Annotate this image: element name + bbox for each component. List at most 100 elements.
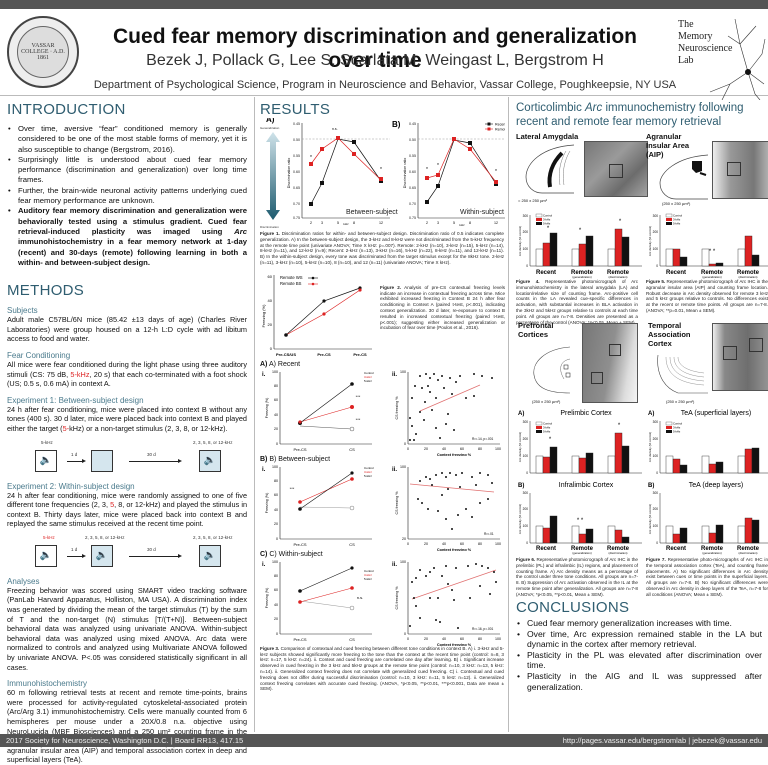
svg-text:Control: Control xyxy=(673,422,682,426)
svg-text:100: 100 xyxy=(653,247,659,251)
svg-text:R²=.01: R²=.01 xyxy=(484,532,494,536)
la-label: Lateral Amygdala xyxy=(516,132,579,141)
svg-text:20: 20 xyxy=(424,637,428,641)
svg-text:Recent: Recent xyxy=(536,270,556,276)
conclusion-bullet: Plasticity in the PL was elevated after … xyxy=(516,650,762,671)
subjects-text: Adult male C57BL/6N mice (85.42 ±13 days… xyxy=(7,315,247,344)
introduction-section: INTRODUCTION Over time, aversive “fear” … xyxy=(7,101,247,268)
figure-2-caption: Figure 2. Analysis of pre-CS contextual … xyxy=(380,284,505,331)
figure-1-caption: Figure 1. Discrimination ratios for with… xyxy=(260,231,504,265)
svg-text:Discrimination ratio: Discrimination ratio xyxy=(287,158,291,189)
svg-text:3-kHz: 3-kHz xyxy=(364,470,372,474)
svg-text:Control: Control xyxy=(364,371,374,375)
svg-text:B): B) xyxy=(392,120,401,129)
arrow-icon xyxy=(129,553,182,558)
svg-text:CS: CS xyxy=(349,637,355,642)
svg-text:Between-subject: Between-subject xyxy=(346,209,398,216)
svg-text:Prelimbic Cortex: Prelimbic Cortex xyxy=(560,410,612,417)
svg-text:300: 300 xyxy=(523,214,529,218)
intro-bullet: Surprisingly little is understood about … xyxy=(7,155,247,186)
svg-text:Pre-CS/US: Pre-CS/US xyxy=(276,352,296,357)
svg-text:5-kHz: 5-kHz xyxy=(364,577,372,581)
svg-text:Arc density (% control): Arc density (% control) xyxy=(648,504,652,534)
conclusions-heading: CONCLUSIONS xyxy=(516,599,630,616)
svg-text:B): B) xyxy=(518,483,524,489)
svg-text:Discrimination ratio: Discrimination ratio xyxy=(403,158,407,189)
svg-text:12: 12 xyxy=(494,221,498,225)
svg-text:Recent: Recent xyxy=(666,270,686,276)
figure-3: A) A) Recent i. 0 20 40 60 80 100 Freezing (%… xyxy=(260,361,504,692)
svg-text:i.: i. xyxy=(262,467,266,473)
svg-text:3-kHz: 3-kHz xyxy=(543,218,551,222)
svg-text:Context freezing %: Context freezing % xyxy=(437,643,472,646)
svg-text:*: * xyxy=(495,169,497,175)
svg-text:300: 300 xyxy=(523,420,529,424)
svg-text:CS freezing %: CS freezing % xyxy=(395,490,399,514)
svg-text:*: * xyxy=(618,423,621,429)
arrow-icon xyxy=(67,458,86,463)
svg-text:200: 200 xyxy=(523,437,529,441)
svg-text:0: 0 xyxy=(276,442,278,446)
svg-text:0: 0 xyxy=(270,346,273,351)
svg-text:60: 60 xyxy=(460,637,464,641)
svg-text:60: 60 xyxy=(268,274,273,279)
svg-text:80: 80 xyxy=(478,542,482,546)
poster-header: VASSAR COLLEGE · A.D. 1861 Cued fear mem… xyxy=(0,9,768,100)
svg-text:i.: i. xyxy=(262,562,266,568)
svg-text:3-kHz: 3-kHz xyxy=(364,573,372,577)
figure-7a-tea-superficial-chart: A) TeA (superficial layers) 0 100 200 300 A… xyxy=(648,410,768,475)
svg-text:100: 100 xyxy=(272,465,278,469)
svg-text:Remote: Remote xyxy=(701,546,724,552)
svg-text:40: 40 xyxy=(274,413,278,417)
svg-text:80: 80 xyxy=(478,637,482,641)
svg-text:5: 5 xyxy=(337,221,339,225)
svg-text:Discrimination: Discrimination xyxy=(260,225,279,229)
svg-text:Pre-CS: Pre-CS xyxy=(293,447,306,452)
svg-text:40: 40 xyxy=(268,298,273,303)
svg-text:ii.: ii. xyxy=(392,562,397,568)
svg-text:Recent: Recent xyxy=(536,546,556,552)
figure-1b-legend: Recent Remote xyxy=(485,122,505,132)
svg-text:Within-subject: Within-subject xyxy=(460,209,504,216)
figure-7b-tea-deep-chart: B) TeA (deep layers) 0 100 200 300 Arc dens… xyxy=(648,482,768,555)
svg-text:60: 60 xyxy=(460,447,464,451)
svg-text:300: 300 xyxy=(653,214,659,218)
methods-heading: METHODS xyxy=(7,282,85,300)
svg-text:0.45: 0.45 xyxy=(409,122,416,126)
la-brain-atlas-diagram xyxy=(525,144,575,194)
temporal-association-label: Temporal Association Cortex xyxy=(648,321,691,348)
svg-text:0: 0 xyxy=(404,632,406,636)
svg-text:20: 20 xyxy=(424,542,428,546)
svg-text:300: 300 xyxy=(523,491,529,495)
svg-text:0: 0 xyxy=(526,264,528,268)
svg-text:Recent: Recent xyxy=(495,123,505,127)
svg-text:0.75: 0.75 xyxy=(409,216,416,220)
svg-text:40: 40 xyxy=(442,542,446,546)
column-introduction-methods: INTRODUCTION Over time, aversive “fear” … xyxy=(0,97,255,764)
svg-text:3: 3 xyxy=(321,221,323,225)
conclusions-section: CONCLUSIONS Cued fear memory generalizat… xyxy=(516,599,762,692)
svg-text:Generalization: Generalization xyxy=(260,126,280,130)
svg-text:Control: Control xyxy=(364,466,374,470)
subjects-heading: Subjects xyxy=(7,306,38,316)
svg-text:Control: Control xyxy=(364,569,374,573)
svg-text:0: 0 xyxy=(526,471,528,475)
footer-contact-links[interactable]: http://pages.vassar.edu/bergstromlab | j… xyxy=(562,736,762,745)
svg-text:0.70: 0.70 xyxy=(409,202,416,206)
svg-text:Pre-CS: Pre-CS xyxy=(353,352,367,357)
generalization-discrimination-arrow-icon xyxy=(266,132,280,220)
conclusion-bullet: Over time, Arc expression remained stabl… xyxy=(516,629,762,650)
ihc-heading: Immunohistochemistry xyxy=(7,679,88,689)
svg-text:CS freezing %: CS freezing % xyxy=(395,395,399,419)
results-heading: RESULTS xyxy=(260,101,331,118)
svg-text:0: 0 xyxy=(526,541,528,545)
svg-text:*: * xyxy=(310,155,312,161)
svg-text:20: 20 xyxy=(424,447,428,451)
aip-label: Agranular Insular Area (AIP) xyxy=(646,132,690,159)
svg-text:40: 40 xyxy=(274,603,278,607)
figure-1b-chart: B) 0.45 0.50 0.55 0.60 0.65 0.70 0.75 Discrimi… xyxy=(392,120,505,227)
figure-3a-charts: i. 0 20 40 60 80 100 Freezing (%) *** *** Pre-C… xyxy=(262,370,501,456)
svg-text:0: 0 xyxy=(656,471,658,475)
svg-text:5-kHz: 5-kHz xyxy=(543,222,551,226)
svg-text:60: 60 xyxy=(274,398,278,402)
